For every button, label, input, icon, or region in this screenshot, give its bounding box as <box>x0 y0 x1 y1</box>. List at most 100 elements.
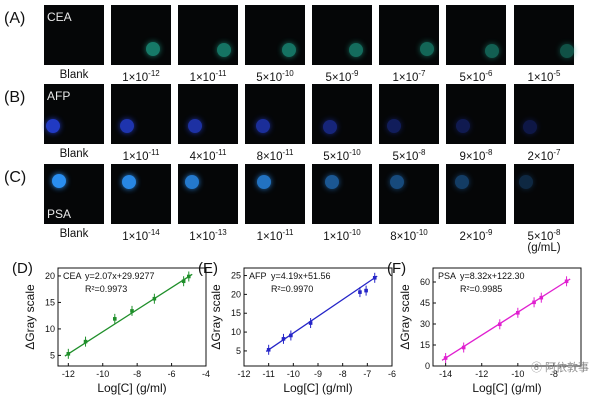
fluorescent-spot <box>523 120 537 134</box>
fluorescent-spot <box>217 43 231 57</box>
data-point <box>364 288 368 293</box>
analyte-label: PSA <box>438 271 456 281</box>
photo-tile <box>514 164 574 224</box>
y-tick-label: 0 <box>425 361 430 371</box>
photo-tile <box>44 5 104 65</box>
x-tick-label: -8 <box>550 369 558 379</box>
data-point <box>372 276 377 280</box>
x-axis-label: Log[C] (g/ml) <box>97 381 166 395</box>
photo-tile <box>379 84 439 144</box>
fluorescent-spot <box>52 174 66 188</box>
x-tick-label: -12 <box>237 369 250 379</box>
data-point <box>181 279 186 284</box>
x-tick-label: -8 <box>339 369 347 379</box>
photo-tile <box>446 164 506 224</box>
concentration-label: Blank <box>59 69 89 81</box>
x-tick-label: -11 <box>262 369 274 379</box>
y-tick-label: 20 <box>231 289 241 299</box>
data-point <box>308 321 313 325</box>
concentration-label: 1×10-10 <box>323 228 361 243</box>
data-point <box>281 337 286 341</box>
concentration-label: Blank <box>59 228 89 240</box>
photo-tile <box>178 84 238 144</box>
watermark: ⑥ 阿依敦事 <box>530 362 589 374</box>
y-tick-label: 30 <box>420 319 430 329</box>
data-point <box>266 347 271 352</box>
y-tick-label: 5 <box>236 346 241 356</box>
panel-label: (D) <box>12 260 33 277</box>
concentration-label: 5×10-10 <box>323 148 361 163</box>
y-tick-label: 10 <box>45 324 55 334</box>
y-tick-label: 25 <box>231 271 241 281</box>
y-tick-label: 15 <box>420 340 430 350</box>
x-tick-label: -8 <box>133 369 141 379</box>
fluorescent-spot <box>122 175 136 189</box>
charts-svg: (D) -12 -10 -8 -6 -4 5 10 15 20 Log[C] (g/ml) ΔGray… <box>12 260 582 395</box>
plot-frame <box>57 267 207 367</box>
x-tick-label: -9 <box>314 369 322 379</box>
data-point <box>539 295 544 300</box>
data-point <box>564 279 569 284</box>
panel-label: (A) <box>4 10 26 27</box>
concentration-label: 9×10-8 <box>459 148 493 163</box>
y-axis-label: ΔGray scale <box>209 284 223 350</box>
data-point <box>497 322 502 327</box>
x-tick-label: -4 <box>202 369 210 379</box>
x-tick-label: -7 <box>363 369 371 379</box>
fluorescent-spot <box>257 175 271 189</box>
data-point <box>461 345 466 350</box>
concentration-label: 2×10-9 <box>459 228 493 243</box>
data-point <box>532 300 536 305</box>
panel-label: (E) <box>198 260 218 277</box>
photo-tile <box>178 164 238 224</box>
y-tick-label: 5 <box>50 350 55 360</box>
concentration-label: 8×10-11 <box>256 148 294 163</box>
concentration-label: 2×10-7 <box>527 148 561 163</box>
y-tick-label: 45 <box>420 298 430 308</box>
fluorescent-spot <box>282 43 296 57</box>
analyte-label: PSA <box>47 207 72 221</box>
data-point <box>186 274 191 279</box>
fit-line <box>64 273 193 357</box>
photo-tile <box>514 5 574 65</box>
analyte-label: CEA <box>47 10 72 24</box>
x-tick-label: -10 <box>96 369 109 379</box>
photo-tile <box>44 164 104 224</box>
photo-tile <box>178 5 238 65</box>
concentration-label: 1×10-12 <box>122 69 160 84</box>
data-point <box>358 290 362 294</box>
x-tick-label: -12 <box>62 369 75 379</box>
x-tick-label: -10 <box>287 369 300 379</box>
concentration-label: 1×10-11 <box>189 69 227 84</box>
photo-tile <box>245 5 305 65</box>
fluorescent-spot <box>560 44 574 58</box>
concentration-label: 4×10-11 <box>189 148 227 163</box>
y-tick-label: 15 <box>45 297 55 307</box>
fluorescent-spot <box>256 119 270 133</box>
panel-label: (F) <box>387 260 406 277</box>
photo-tile <box>446 5 506 65</box>
equation-label: y=8.32x+122.30 <box>460 271 525 281</box>
photo-tile <box>379 5 439 65</box>
fluorescent-spot <box>325 175 339 189</box>
concentration-label: 1×10-5 <box>527 69 561 84</box>
concentration-label: 5×10-6 <box>459 69 493 84</box>
fluorescent-spot <box>456 119 470 133</box>
concentration-label: 5×10-9 <box>325 69 359 84</box>
photo-tile <box>312 164 372 224</box>
photo-tile <box>44 84 104 144</box>
data-point <box>66 352 71 356</box>
r-squared-label: R²=0.9985 <box>460 284 502 294</box>
data-point <box>443 356 448 360</box>
plot-frame <box>432 267 582 367</box>
concentration-label: 1×10-13 <box>189 228 227 243</box>
photo-tile <box>312 84 372 144</box>
fluorescent-spot <box>120 119 134 133</box>
y-tick-label: 10 <box>231 327 241 337</box>
data-point <box>152 296 157 301</box>
data-point <box>289 333 293 338</box>
data-point <box>83 339 88 344</box>
photo-tile <box>245 164 305 224</box>
concentration-label: 5×10-10 <box>256 69 294 84</box>
concentration-label: 1×10-11 <box>122 148 160 163</box>
